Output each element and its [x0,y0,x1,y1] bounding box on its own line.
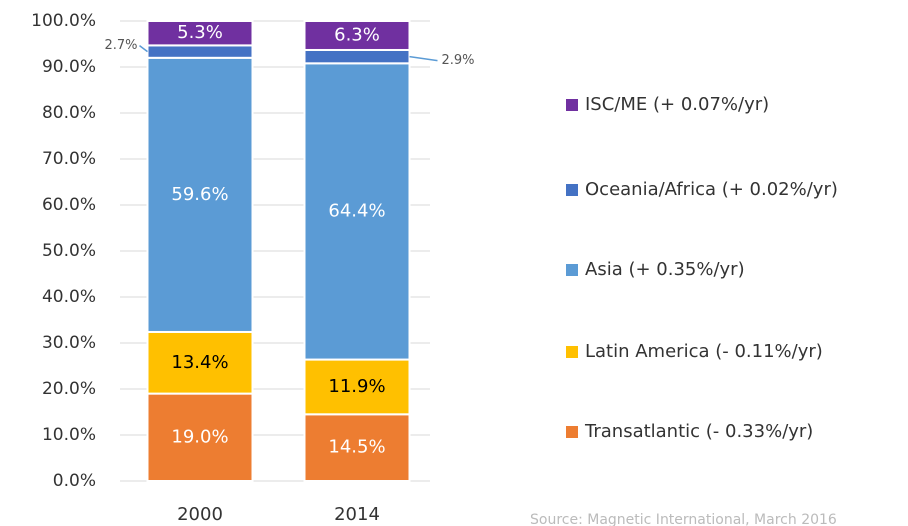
bar-segment [303,413,411,482]
data-label: 11.9% [328,376,385,397]
bar-segment [146,44,254,59]
data-label: 13.4% [171,352,228,373]
data-label: 59.6% [171,184,228,205]
legend-label: Transatlantic (- 0.33%/yr) [584,421,813,442]
legend-label: Asia (+ 0.35%/yr) [585,259,745,280]
data-label: 14.5% [328,437,385,458]
y-tick-label: 60.0% [42,195,96,215]
y-tick-label: 40.0% [42,287,96,307]
data-label: 2.7% [104,38,137,53]
data-label: 19.0% [171,426,228,447]
leader-line [409,55,438,62]
data-label: 64.4% [328,200,385,221]
data-label: 5.3% [177,22,223,43]
y-tick-label: 70.0% [42,149,96,169]
y-tick-label: 30.0% [42,333,96,353]
data-label: 6.3% [334,24,380,45]
source-note: Source: Magnetic International, March 20… [530,512,837,526]
legend-swatch [566,264,578,276]
bar-segment [146,330,254,395]
y-tick-label: 80.0% [42,103,96,123]
legend-swatch [566,426,578,438]
legend-label: Oceania/Africa (+ 0.02%/yr) [585,179,838,200]
legend-label: Latin America (- 0.11%/yr) [585,341,823,362]
leader-line [139,44,148,53]
bar-segment [146,56,254,333]
y-tick-label: 20.0% [42,379,96,399]
y-tick-label: 100.0% [31,11,96,31]
x-tick-label: 2000 [177,504,223,525]
bar-segment [303,20,411,51]
legend-swatch [566,99,578,111]
x-tick-label: 2014 [334,504,380,525]
y-tick-label: 10.0% [42,425,96,445]
bar-segment [146,392,254,483]
y-tick-label: 0.0% [53,471,96,491]
y-tick-label: 50.0% [42,241,96,261]
data-label: 2.9% [442,53,475,68]
bar-segment [303,48,411,65]
y-tick-label: 90.0% [42,57,96,77]
legend-label: ISC/ME (+ 0.07%/yr) [585,94,769,115]
legend-swatch [566,184,578,196]
bar-segment [146,20,254,47]
legend-swatch [566,346,578,358]
